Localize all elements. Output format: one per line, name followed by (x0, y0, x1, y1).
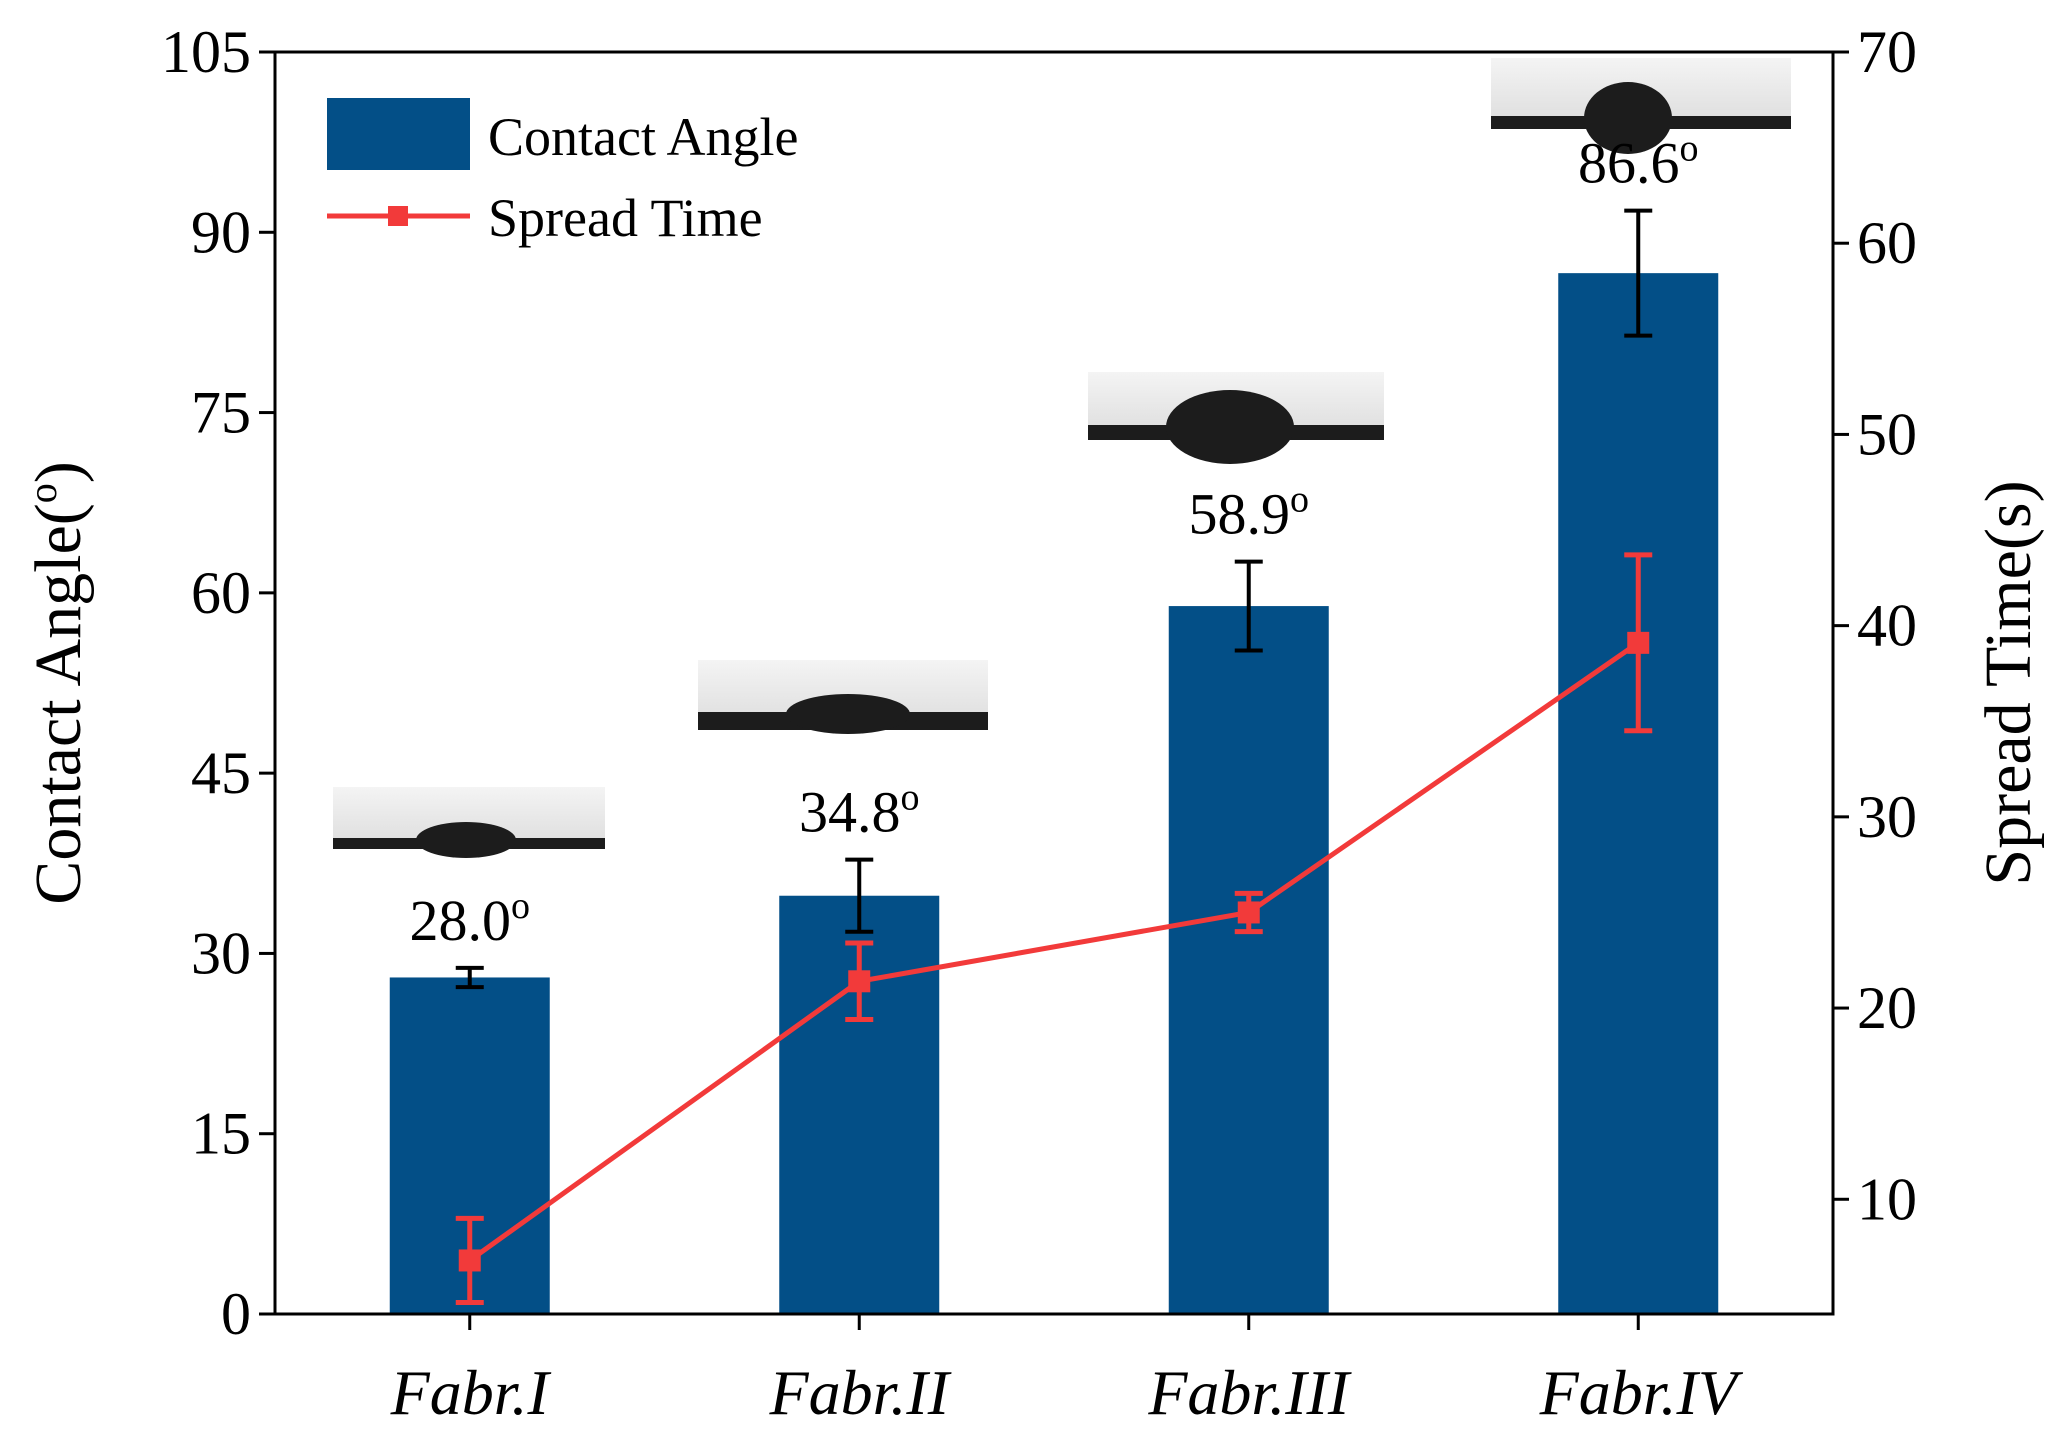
bar-3 (1168, 606, 1329, 1314)
data-label-degree: o (1680, 128, 1699, 170)
y2-tick-label: 40 (1857, 593, 1917, 659)
x-tick-label: Fabr.III (1147, 1357, 1352, 1428)
data-label-2: 34.8o (799, 777, 920, 845)
data-label-4: 86.6o (1578, 128, 1699, 196)
data-label-1: 28.0o (410, 885, 531, 953)
droplet-image-fabr-ii (698, 660, 988, 734)
y-tick-label: 90 (191, 199, 251, 265)
data-label-3: 58.9o (1189, 479, 1310, 547)
legend-swatch-contact-angle (327, 98, 470, 170)
y-axis-title-sup: o (20, 483, 65, 503)
spread-time-line (468, 640, 1640, 1263)
y-axis-title-main: Contact Angle( (22, 503, 95, 904)
bar-error-4 (1624, 208, 1653, 338)
y-tick-label: 30 (191, 920, 251, 986)
spread-time-marker-3 (1237, 901, 1260, 924)
legend-label-spread-time: Spread Time (488, 188, 763, 248)
legend: Contact Angle Spread Time (327, 98, 798, 248)
x-tick-label: Fabr.I (390, 1357, 552, 1428)
spread-time-marker-4 (1627, 631, 1650, 654)
data-label-value: 28.0 (410, 888, 512, 953)
bar-error-2 (845, 857, 874, 934)
data-label-degree: o (511, 885, 530, 927)
y-tick-label: 15 (191, 1101, 251, 1167)
x-tick-label: Fabr.IV (1539, 1357, 1744, 1428)
y2-axis-title: Spread Time(s) (1972, 480, 2045, 885)
spread-time-marker-2 (848, 970, 871, 993)
spread-time-series (455, 552, 1653, 1306)
y-axis-title-close: ) (22, 461, 95, 483)
left-axis: 0 15 30 45 60 75 90 105 (161, 19, 275, 1347)
data-label-degree: o (901, 777, 920, 819)
y-axis-title: Contact Angle(o) (20, 461, 95, 904)
y-tick-label: 60 (191, 560, 251, 626)
droplet-image-fabr-iii (1088, 372, 1384, 464)
y2-tick-label: 10 (1857, 1166, 1917, 1232)
y2-tick-label: 30 (1857, 784, 1917, 850)
bar-series (389, 273, 1719, 1314)
spread-time-marker-1 (458, 1249, 481, 1272)
data-label-degree: o (1290, 479, 1309, 521)
x-tick-label: Fabr.II (768, 1357, 951, 1428)
right-axis: 10 20 30 40 50 60 70 (1833, 19, 1917, 1232)
x-axis: Fabr.I Fabr.II Fabr.III Fabr.IV (390, 1314, 1744, 1428)
droplet-insets (333, 58, 1791, 858)
y2-tick-label: 70 (1857, 19, 1917, 85)
droplet-image-fabr-iv (1491, 58, 1791, 154)
legend-label-contact-angle: Contact Angle (488, 107, 798, 167)
data-label-value: 34.8 (799, 780, 901, 845)
bar-4 (1558, 273, 1719, 1314)
y-tick-label: 105 (161, 19, 251, 85)
legend-marker-spread-time (388, 206, 408, 226)
y-tick-label: 45 (191, 740, 251, 806)
droplet-image-fabr-i (333, 787, 605, 858)
y2-tick-label: 60 (1857, 210, 1917, 276)
y-tick-label: 75 (191, 380, 251, 446)
bar-error-3 (1234, 559, 1263, 653)
y2-tick-label: 20 (1857, 975, 1917, 1041)
y-tick-label: 0 (221, 1281, 251, 1347)
data-label-value: 58.9 (1189, 482, 1291, 547)
bar-error-bars (455, 208, 1653, 990)
plot-frame (273, 50, 1835, 1316)
bar-error-1 (455, 965, 484, 990)
data-label-value: 86.6 (1578, 131, 1680, 196)
y2-tick-label: 50 (1857, 401, 1917, 467)
